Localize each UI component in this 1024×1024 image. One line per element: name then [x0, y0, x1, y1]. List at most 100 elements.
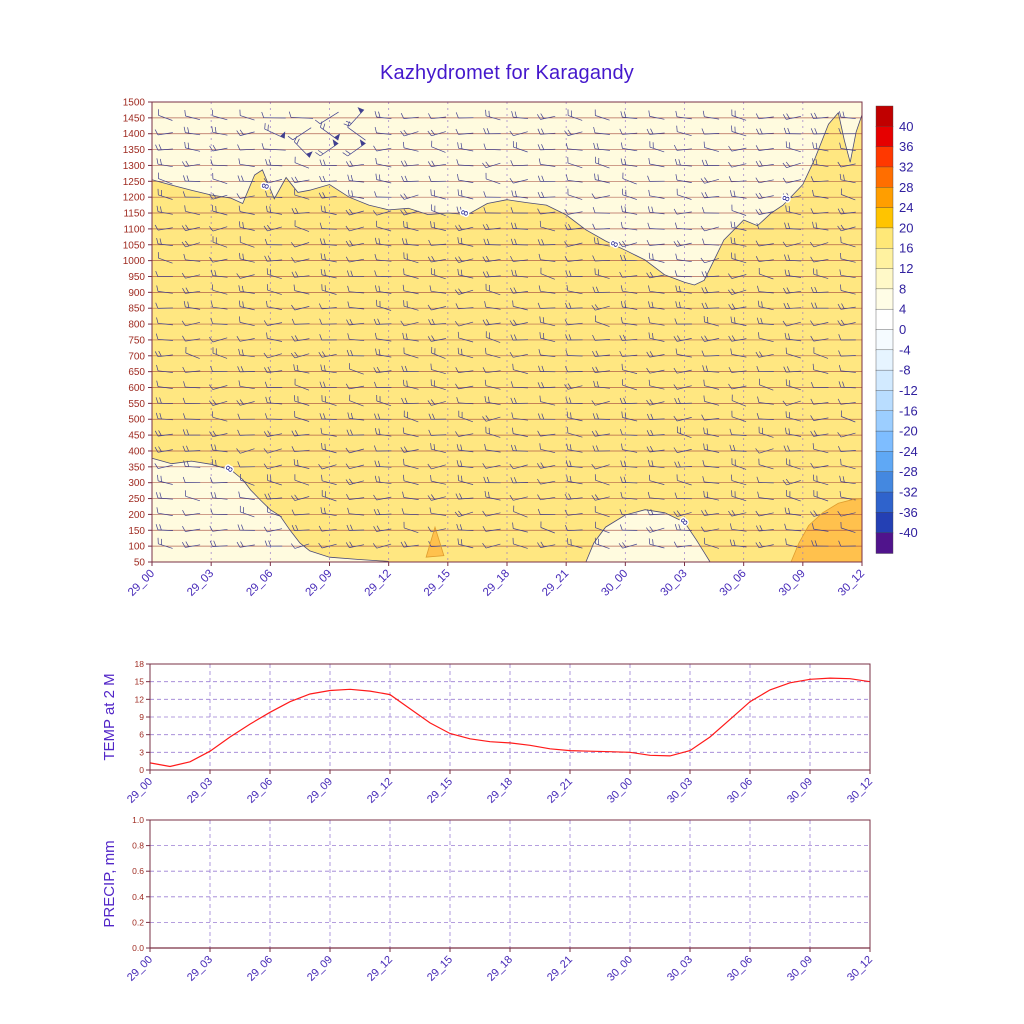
meteogram-y-axis: 1500 1450 1400 1350 1300 1250 1200 1150 1100 1050… [123, 98, 152, 569]
svg-text:1150: 1150 [123, 209, 145, 220]
svg-text:32: 32 [899, 160, 913, 175]
svg-text:450: 450 [128, 431, 145, 442]
svg-text:0.4: 0.4 [132, 892, 144, 902]
svg-text:9: 9 [139, 712, 144, 722]
svg-text:-8: -8 [899, 363, 911, 378]
svg-text:350: 350 [128, 462, 145, 473]
svg-text:-16: -16 [899, 403, 918, 418]
temp-panel-ylabel: TEMP at 2 M [101, 673, 118, 760]
svg-text:0.8: 0.8 [132, 841, 144, 851]
temp-panel: 0 3 6 9 12 15 18 29_00 29_03 29_06 29_09 29_12 29_15… [101, 659, 875, 806]
contour-label: 8 [781, 194, 793, 203]
svg-text:1450: 1450 [123, 113, 146, 124]
svg-text:20: 20 [899, 220, 913, 235]
svg-text:29_18: 29_18 [485, 776, 515, 806]
svg-text:3: 3 [139, 747, 144, 757]
svg-text:30_12: 30_12 [845, 776, 875, 806]
contour-lines [151, 111, 863, 563]
svg-text:29_12: 29_12 [363, 568, 394, 599]
svg-text:29_15: 29_15 [425, 954, 455, 984]
svg-text:29_09: 29_09 [304, 568, 335, 599]
svg-text:650: 650 [128, 367, 145, 378]
svg-text:-24: -24 [899, 444, 918, 459]
svg-text:-12: -12 [899, 383, 918, 398]
svg-text:29_00: 29_00 [125, 776, 155, 806]
svg-text:30_03: 30_03 [659, 568, 690, 599]
svg-text:8: 8 [899, 281, 906, 296]
svg-text:500: 500 [128, 415, 145, 426]
svg-text:29_00: 29_00 [126, 568, 157, 599]
svg-text:18: 18 [135, 659, 145, 669]
svg-text:29_15: 29_15 [422, 568, 453, 599]
precip-panel: 0.0 0.2 0.4 0.6 0.8 1.0 29_00 29_03 29_06 29_09 29… [101, 815, 875, 984]
precip-panel-ylabel: PRECIP, mm [101, 840, 118, 927]
svg-text:-20: -20 [899, 424, 918, 439]
svg-text:30_00: 30_00 [605, 954, 635, 984]
svg-text:700: 700 [128, 351, 145, 362]
svg-text:29_21: 29_21 [540, 568, 571, 599]
svg-text:29_12: 29_12 [365, 776, 395, 806]
svg-text:1250: 1250 [123, 177, 146, 188]
svg-text:1100: 1100 [123, 224, 145, 235]
temp-panel-series [149, 677, 871, 768]
svg-text:-40: -40 [899, 525, 918, 540]
svg-text:1200: 1200 [123, 193, 146, 204]
meteogram-panel: 8888881500145014001350130012501200115011… [123, 98, 867, 599]
wind-barbs [154, 107, 856, 549]
svg-text:12: 12 [135, 694, 145, 704]
svg-text:4: 4 [899, 302, 906, 317]
svg-text:29_21: 29_21 [545, 954, 575, 984]
svg-text:30_06: 30_06 [725, 954, 755, 984]
vertical-gridlines [210, 102, 804, 562]
contour-label: 8 [260, 182, 272, 190]
svg-text:30_09: 30_09 [785, 954, 815, 984]
colorbar: 4036322824201612840-4-8-12-16-20-24-28-3… [875, 105, 918, 554]
svg-text:6: 6 [139, 730, 144, 740]
meteogram-x-axis: 29_00 29_03 29_06 29_09 29_12 29_15 29_18 29_21… [126, 562, 867, 599]
svg-text:30_09: 30_09 [785, 776, 815, 806]
svg-text:0.6: 0.6 [132, 866, 144, 876]
svg-text:550: 550 [128, 399, 145, 410]
svg-text:30_03: 30_03 [665, 776, 695, 806]
svg-text:28: 28 [899, 180, 913, 195]
svg-text:100: 100 [128, 542, 145, 553]
svg-text:29_15: 29_15 [425, 776, 455, 806]
svg-text:200: 200 [128, 510, 145, 521]
svg-text:250: 250 [128, 494, 145, 505]
svg-text:29_03: 29_03 [185, 954, 215, 984]
svg-text:29_21: 29_21 [545, 776, 575, 806]
svg-text:400: 400 [128, 446, 145, 457]
contour-label: 8 [459, 209, 471, 218]
svg-text:800: 800 [128, 320, 145, 331]
svg-text:12: 12 [899, 261, 913, 276]
svg-text:600: 600 [128, 383, 145, 394]
svg-text:-4: -4 [899, 342, 911, 357]
svg-text:29_06: 29_06 [244, 568, 275, 599]
svg-text:29_06: 29_06 [245, 776, 275, 806]
svg-text:30_12: 30_12 [845, 954, 875, 984]
svg-text:-28: -28 [899, 464, 918, 479]
svg-text:750: 750 [128, 335, 145, 346]
svg-text:30_00: 30_00 [599, 568, 630, 599]
svg-text:150: 150 [128, 526, 145, 537]
svg-text:29_06: 29_06 [245, 954, 275, 984]
svg-text:0.0: 0.0 [132, 943, 144, 953]
svg-text:30_00: 30_00 [605, 776, 635, 806]
svg-text:1500: 1500 [123, 98, 146, 109]
svg-text:30_12: 30_12 [836, 568, 867, 599]
svg-text:30_06: 30_06 [718, 568, 749, 599]
svg-text:900: 900 [128, 288, 145, 299]
svg-text:29_09: 29_09 [305, 954, 335, 984]
chart-title: Kazhydromet for Karagandy [379, 62, 635, 84]
svg-text:29_18: 29_18 [481, 568, 512, 599]
svg-text:30_03: 30_03 [665, 954, 695, 984]
svg-text:29_18: 29_18 [485, 954, 515, 984]
svg-text:15: 15 [135, 677, 145, 687]
svg-text:29_09: 29_09 [305, 776, 335, 806]
svg-text:0.2: 0.2 [132, 917, 144, 927]
svg-text:1400: 1400 [123, 129, 146, 140]
svg-text:0: 0 [139, 765, 144, 775]
svg-text:36: 36 [899, 139, 913, 154]
